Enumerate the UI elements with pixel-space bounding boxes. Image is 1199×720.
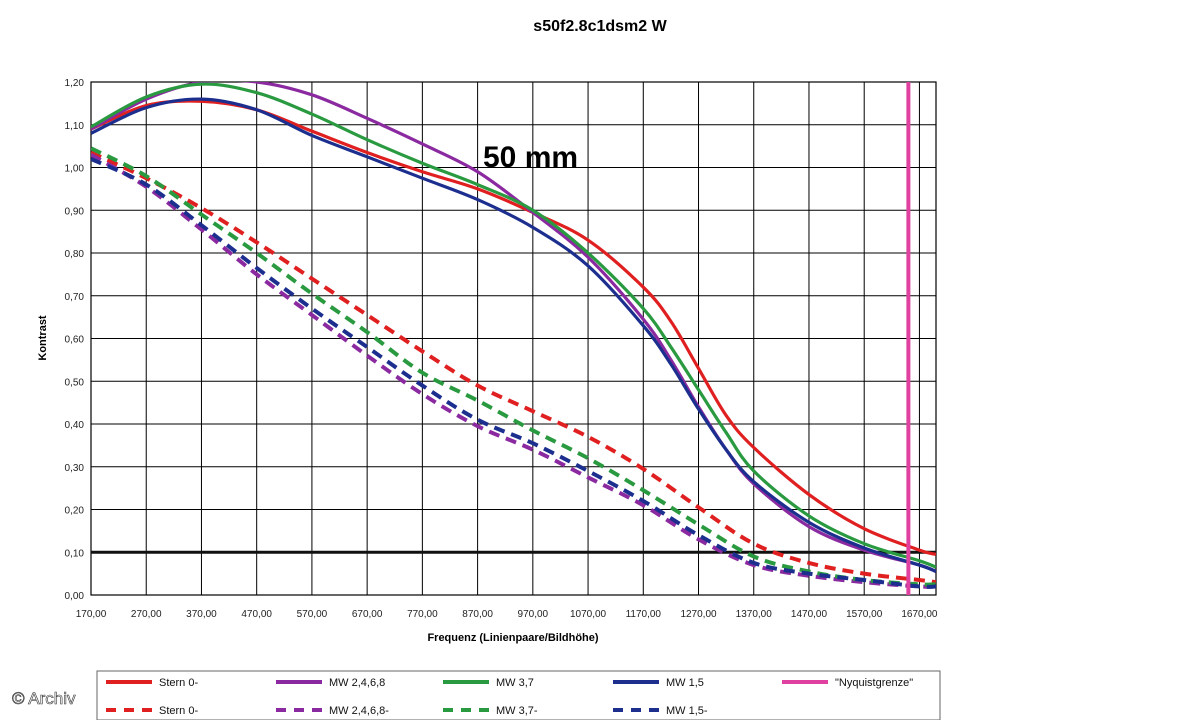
legend-entry-d0: Stern 0- — [106, 705, 198, 717]
legend-label: MW 1,5 — [666, 677, 704, 689]
legend-label: MW 2,4,6,8- — [329, 705, 389, 717]
y-tick-label: 0,80 — [65, 249, 85, 260]
series-line-2 — [91, 82, 936, 569]
series-line-5 — [91, 152, 936, 589]
y-tick-label: 0,40 — [65, 420, 85, 431]
legend-label: MW 2,4,6,8 — [329, 677, 385, 689]
x-tick-label: 370,00 — [186, 609, 217, 620]
legend-entry-s4: "Nyquistgrenze" — [782, 677, 913, 689]
y-tick-label: 0,90 — [65, 206, 85, 217]
series-line-1 — [91, 82, 936, 573]
x-tick-label: 670,00 — [352, 609, 383, 620]
y-tick-label: 0,00 — [65, 591, 85, 602]
x-tick-label: 1670,00 — [901, 609, 938, 620]
x-tick-label: 1570,00 — [846, 609, 883, 620]
series-line-6 — [91, 146, 936, 587]
legend-label: "Nyquistgrenze" — [835, 677, 913, 689]
x-tick-label: 1370,00 — [736, 609, 773, 620]
y-tick-label: 1,10 — [65, 121, 85, 132]
legend: Stern 0- MW 2,4,6,8 MW 3,7 MW 1,5 "Nyquistgr… — [106, 677, 913, 717]
x-axis-ticks: 170,00 270,00 370,00 470,00 570,00 670,00 770,… — [76, 609, 938, 620]
y-tick-label: 0,70 — [65, 292, 85, 303]
x-tick-label: 170,00 — [76, 609, 107, 620]
y-tick-label: 0,20 — [65, 506, 85, 517]
y-tick-label: 0,30 — [65, 463, 85, 474]
legend-entry-s0: Stern 0- — [106, 677, 198, 689]
y-tick-label: 0,10 — [65, 548, 85, 559]
legend-box — [96, 670, 941, 720]
x-tick-label: 570,00 — [297, 609, 328, 620]
x-axis-label: Frequenz (Linienpaare/Bildhöhe) — [427, 632, 598, 644]
watermark: © Archiv — [12, 689, 76, 708]
legend-label: MW 3,7- — [496, 705, 538, 717]
legend-entry-s2: MW 3,7 — [443, 677, 534, 689]
x-tick-label: 1070,00 — [570, 609, 607, 620]
legend-entry-d2: MW 3,7- — [443, 705, 538, 717]
x-tick-label: 870,00 — [462, 609, 493, 620]
x-tick-label: 270,00 — [131, 609, 162, 620]
legend-label: MW 3,7 — [496, 677, 534, 689]
series-lines — [91, 82, 936, 595]
y-tick-label: 0,60 — [65, 335, 85, 346]
series-line-4 — [91, 150, 936, 585]
chart-title: s50f2.8c1dsm2 W — [533, 18, 667, 35]
x-tick-label: 1470,00 — [791, 609, 828, 620]
x-tick-label: 970,00 — [518, 609, 549, 620]
y-tick-label: 0,50 — [65, 377, 85, 388]
legend-entry-d1: MW 2,4,6,8- — [276, 705, 389, 717]
grid — [91, 82, 936, 595]
x-tick-label: 470,00 — [241, 609, 272, 620]
y-tick-label: 1,00 — [65, 164, 85, 175]
legend-label: Stern 0- — [159, 705, 198, 717]
legend-label: MW 1,5- — [666, 705, 708, 717]
series-line-3 — [91, 97, 936, 573]
x-tick-label: 770,00 — [407, 609, 438, 620]
y-axis-label: Kontrast — [37, 315, 49, 361]
y-tick-label: 1,20 — [65, 78, 85, 89]
legend-label: Stern 0- — [159, 677, 198, 689]
x-tick-label: 1270,00 — [680, 609, 717, 620]
y-axis-ticks: 0,00 0,10 0,20 0,30 0,40 0,50 0,60 0,70 0,80 0,90… — [65, 78, 85, 602]
legend-entry-d3: MW 1,5- — [613, 705, 708, 717]
x-tick-label: 1170,00 — [626, 609, 662, 620]
legend-entry-s1: MW 2,4,6,8 — [276, 677, 385, 689]
legend-entry-s3: MW 1,5 — [613, 677, 704, 689]
focal-length-annotation: 50 mm — [483, 141, 578, 174]
